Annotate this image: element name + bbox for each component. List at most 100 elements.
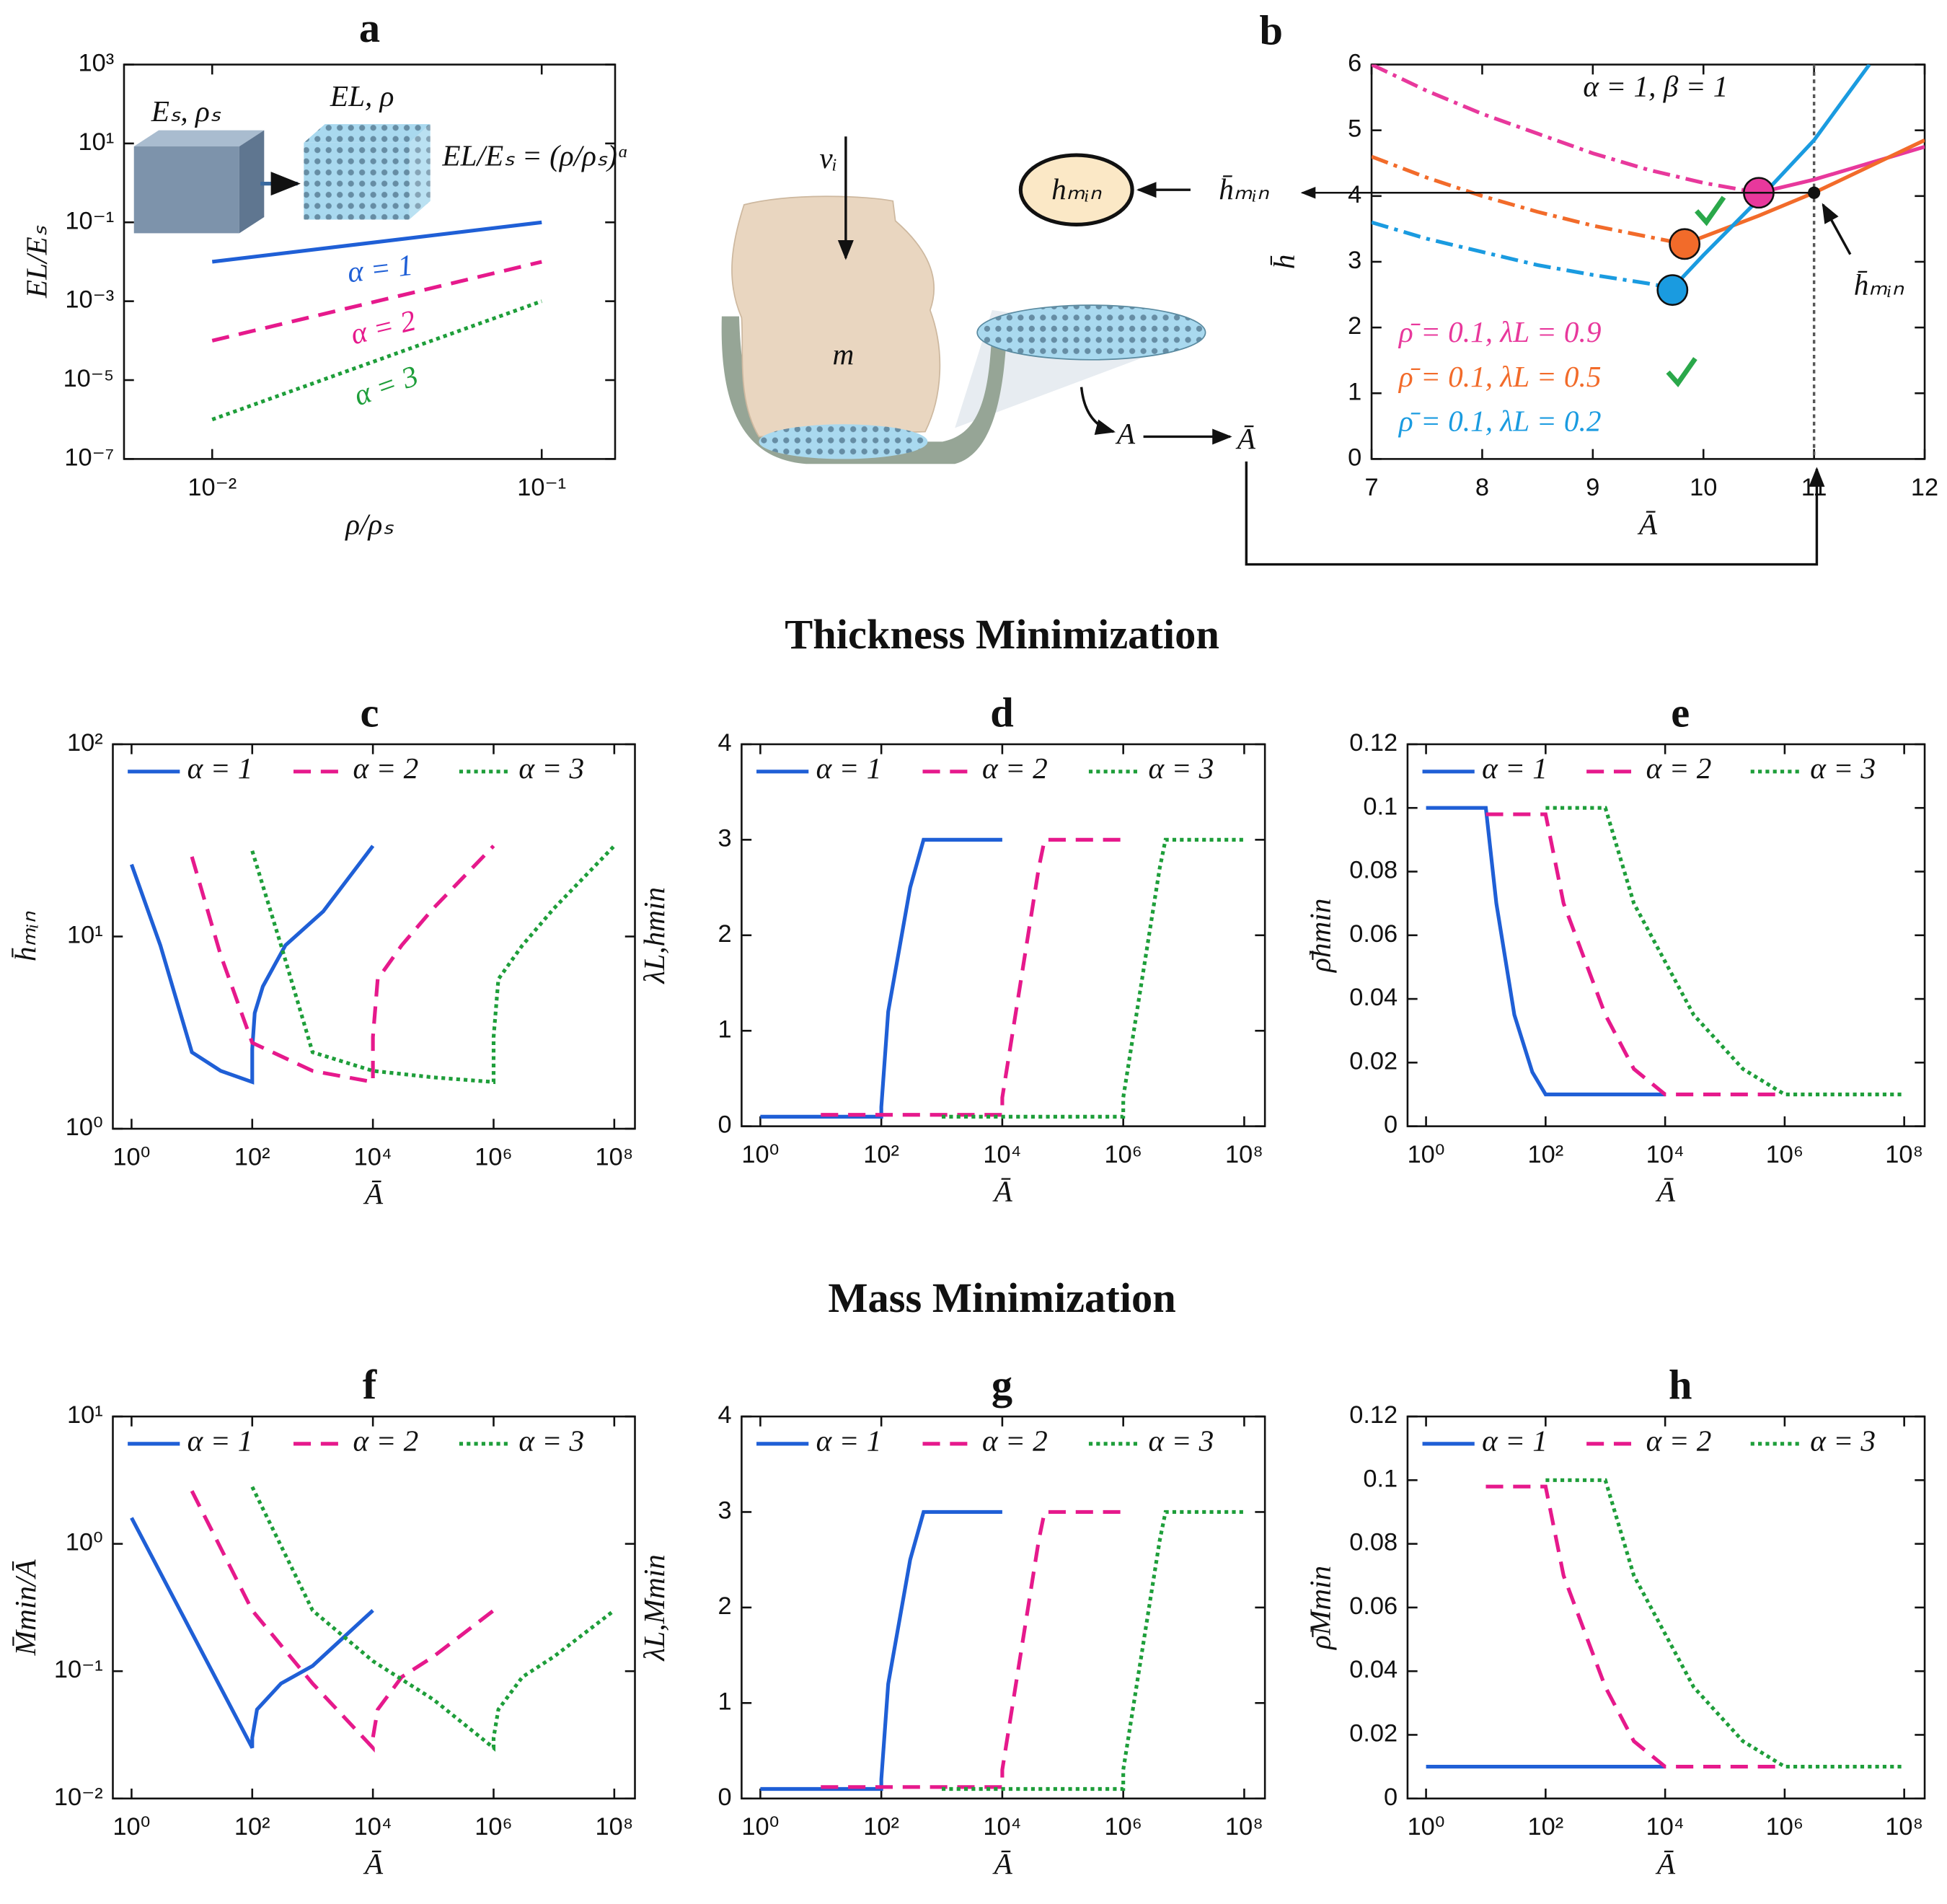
series-line xyxy=(211,260,542,343)
y-tick-label: 10³ xyxy=(79,50,115,77)
x-tick-label: 10⁶ xyxy=(1766,1141,1803,1168)
legend-label: α = 3 xyxy=(1810,1424,1876,1457)
y-tick-label: 0.08 xyxy=(1349,857,1398,884)
x-tick-label: 10⁸ xyxy=(1225,1813,1263,1841)
legend-label: α = 1 xyxy=(816,752,882,785)
x-tick-label: 10⁶ xyxy=(474,1143,512,1171)
y-tick-label: 0 xyxy=(718,1784,732,1811)
y-tick-label: 4 xyxy=(718,1401,732,1429)
x-axis-label: Ā xyxy=(992,1175,1013,1208)
y-tick-label: 0.1 xyxy=(1363,1465,1398,1492)
legend-label: α = 3 xyxy=(1148,1424,1214,1457)
series-line xyxy=(1485,812,1785,1097)
x-axis-label: Ā xyxy=(1655,1847,1676,1880)
legend-label: α = 2 xyxy=(982,752,1048,785)
y-tick-label: 10⁰ xyxy=(66,1114,103,1141)
legend-label: α = 3 xyxy=(1810,752,1876,785)
section-title: Mass Minimization xyxy=(828,1274,1175,1321)
y-axis-label: ρ̄hmin xyxy=(1303,899,1336,974)
y-tick-label: 1 xyxy=(718,1688,732,1715)
x-tick-label: 10⁰ xyxy=(112,1143,150,1171)
normalized-area-label: Ā xyxy=(1235,422,1256,455)
legend-label: α = 2 xyxy=(353,1424,419,1457)
y-tick-label: 0.06 xyxy=(1349,920,1398,948)
y-tick-label: 0.02 xyxy=(1349,1047,1398,1075)
legend-label: α = 1 xyxy=(345,248,415,288)
panel-letter: d xyxy=(990,689,1014,736)
y-axis-label: λL,hmin xyxy=(637,887,671,984)
y-tick-label: 3 xyxy=(718,824,732,852)
series-line xyxy=(760,1509,1002,1791)
y-tick-label: 2 xyxy=(718,1592,732,1620)
x-tick-label: 10² xyxy=(234,1143,270,1171)
y-tick-label: 2 xyxy=(718,920,732,948)
legend-label: α = 3 xyxy=(1148,752,1214,785)
y-tick-label: 0 xyxy=(1384,1784,1398,1811)
series-line xyxy=(1684,138,1925,246)
series-line xyxy=(1372,154,1685,246)
series-line xyxy=(211,220,542,264)
y-axis-label: λL,Mmin xyxy=(637,1554,671,1661)
x-axis-label: Ā xyxy=(992,1847,1013,1880)
optimum-marker xyxy=(1669,228,1701,260)
y-tick-label: 0.1 xyxy=(1363,793,1398,820)
x-tick-label: 12 xyxy=(1911,474,1938,501)
legend-label: α = 2 xyxy=(1646,752,1712,785)
series-line xyxy=(1545,806,1904,1097)
x-tick-label: 10² xyxy=(234,1813,270,1841)
velocity-label: vᵢ xyxy=(819,141,837,175)
panel-letter: h xyxy=(1669,1362,1692,1409)
y-tick-label: 0.08 xyxy=(1349,1529,1398,1556)
y-tick-label: 2 xyxy=(1348,312,1361,340)
x-tick-label: 10⁸ xyxy=(595,1143,633,1171)
x-tick-label: 10⁶ xyxy=(1766,1813,1803,1841)
series-line xyxy=(1372,64,1760,195)
x-tick-label: 10⁴ xyxy=(354,1813,392,1841)
series-line xyxy=(130,1517,374,1749)
y-tick-label: 10¹ xyxy=(67,1401,103,1429)
series-line xyxy=(821,1509,1123,1789)
legend-label: α = 1 xyxy=(187,752,253,785)
legend-label: α = 2 xyxy=(982,1424,1048,1457)
y-axis-label: ρ̄Mmin xyxy=(1303,1566,1336,1651)
series-line xyxy=(1545,1478,1904,1769)
x-tick-label: 11 xyxy=(1801,474,1827,501)
y-tick-label: 1 xyxy=(718,1015,732,1043)
annotation: h̄ₘᵢₙ xyxy=(1854,268,1904,301)
legend-label: α = 1 xyxy=(187,1424,253,1457)
x-tick-label: 10⁸ xyxy=(595,1813,633,1841)
x-tick-label: 10⁰ xyxy=(741,1141,779,1168)
series-line xyxy=(942,837,1245,1119)
x-tick-label: 10⁸ xyxy=(1885,1141,1923,1168)
plot-frame xyxy=(1406,743,1926,1127)
legend-label: α = 1 xyxy=(1482,1424,1548,1457)
panel-letter: a xyxy=(359,4,380,51)
series-line xyxy=(1372,220,1673,290)
panel-letter: g xyxy=(992,1362,1012,1409)
y-tick-label: 0.12 xyxy=(1349,729,1398,757)
x-tick-label: 10⁴ xyxy=(983,1813,1021,1841)
legend-label: ρ̄ = 0.1, λL = 0.5 xyxy=(1398,360,1602,393)
x-tick-label: 10⁰ xyxy=(741,1813,779,1841)
annotation: α = 1, β = 1 xyxy=(1583,69,1728,102)
panel-letter: e xyxy=(1671,689,1690,736)
x-tick-label: 10⁶ xyxy=(474,1813,512,1841)
mass-label: m xyxy=(833,338,855,371)
series-line xyxy=(1426,806,1666,1097)
series-line xyxy=(1485,1484,1785,1769)
y-axis-label: h̄ xyxy=(1268,255,1301,270)
inset-formula: EL/Eₛ = (ρ/ρₛ)ᵅ xyxy=(441,139,629,173)
series-line xyxy=(129,845,375,1085)
optimum-marker xyxy=(1656,274,1689,307)
y-tick-label: 5 xyxy=(1348,115,1361,143)
y-tick-label: 10¹ xyxy=(79,128,115,156)
y-tick-label: 10¹ xyxy=(67,922,103,949)
inset-label: EL, ρ xyxy=(330,79,394,113)
x-tick-label: 10⁶ xyxy=(1104,1813,1142,1841)
impact-illustration xyxy=(721,136,1825,566)
y-tick-label: 0 xyxy=(1348,444,1361,471)
y-tick-label: 10⁻⁵ xyxy=(63,365,115,392)
normalized-thickness-label: h̄ₘᵢₙ xyxy=(1219,172,1269,206)
y-tick-label: 3 xyxy=(1348,247,1361,274)
